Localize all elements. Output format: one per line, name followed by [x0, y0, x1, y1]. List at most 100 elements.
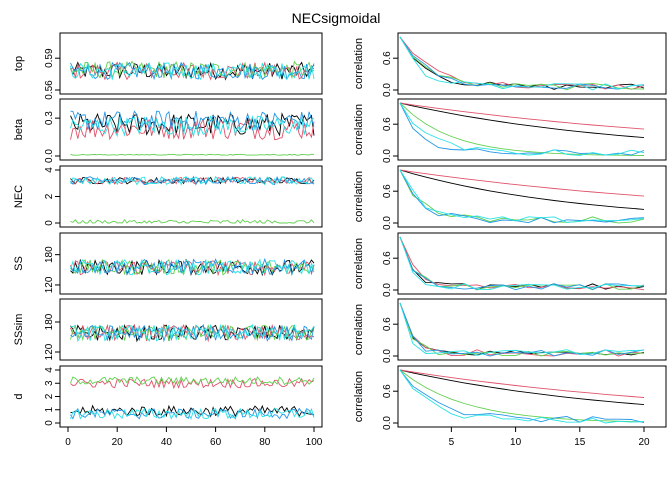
- acf-ylabel-SS: correlation: [353, 238, 365, 289]
- acf-frame-beta: [397, 98, 667, 161]
- x-axes: 0 20 40 60 80 100 5 10 15 20: [65, 427, 650, 448]
- trace-ylabel-SSsim: SSsim: [13, 314, 25, 346]
- acf-ytick-label-top: 0.6: [382, 51, 393, 65]
- acf-line-SSsim-chain-4: [399, 302, 645, 357]
- acf-line-d-chain-5: [399, 369, 645, 424]
- acf-line-SSsim-chain-2: [399, 302, 645, 357]
- acf-line-d-chain-2: [399, 369, 645, 398]
- trace-line-d-chain-5: [70, 407, 315, 420]
- trace-frame-SS: [59, 232, 323, 295]
- acf-ytick-label-d: 0.6: [382, 384, 393, 398]
- acf-line-SS-chain-1: [399, 236, 645, 291]
- acf-line-SS-chain-3: [399, 236, 645, 291]
- trace-line-top-chain-4: [70, 61, 315, 81]
- trace-frame-NEC: [59, 165, 323, 228]
- trace-ytick-label-d: 0: [44, 420, 55, 426]
- acf-frame-SS: [397, 232, 667, 295]
- acf-ytick-label-d: 0.0: [382, 416, 393, 430]
- plot-grid: 0.56 0.59 top 0.0 0.6 correlation 0.0 0.3 beta 0.…: [13, 32, 667, 448]
- parameter-panel-d: 0 1 2 3 4 d 0.0 0.6 correlation: [13, 365, 667, 430]
- acf-frame-top: [397, 32, 667, 95]
- trace-line-d-chain-3: [70, 375, 315, 386]
- acf-ytick-label-NEC: 0.6: [382, 184, 393, 198]
- trace-line-SS-chain-5: [70, 258, 315, 276]
- acf-xtick-label: 10: [510, 437, 522, 448]
- trace-xtick-label: 80: [259, 437, 271, 448]
- acf-line-SSsim-chain-1: [399, 302, 645, 356]
- trace-ytick-label-d: 2: [44, 393, 55, 399]
- trace-ytick-label-NEC: 2: [44, 193, 55, 199]
- acf-line-top-chain-3: [399, 36, 645, 91]
- trace-line-beta-chain-5: [70, 115, 315, 138]
- acf-ytick-label-SS: 0.0: [382, 283, 393, 297]
- trace-line-beta-chain-4: [70, 110, 315, 131]
- acf-ylabel-d: correlation: [353, 371, 365, 422]
- acf-ytick-label-NEC: 0.0: [382, 216, 393, 230]
- acf-line-NEC-chain-5: [399, 169, 645, 223]
- acf-line-top-chain-5: [399, 36, 645, 91]
- acf-ylabel-SSsim: correlation: [353, 304, 365, 355]
- trace-frame-beta: [59, 98, 323, 161]
- parameter-panel-top: 0.56 0.59 top 0.0 0.6 correlation: [13, 32, 667, 100]
- acf-xtick-label: 5: [449, 437, 455, 448]
- acf-line-d-chain-4: [399, 369, 645, 424]
- acf-line-SS-chain-4: [399, 236, 645, 291]
- trace-line-SS-chain-4: [70, 257, 315, 276]
- acf-ylabel-beta: correlation: [353, 104, 365, 155]
- acf-line-d-chain-3: [399, 369, 645, 423]
- acf-ytick-label-SSsim: 0.0: [382, 349, 393, 363]
- acf-line-top-chain-4: [399, 36, 645, 90]
- trace-ylabel-NEC: NEC: [13, 185, 25, 208]
- trace-ytick-label-beta: 0.3: [44, 111, 55, 125]
- acf-line-d-chain-1: [399, 369, 645, 406]
- acf-frame-NEC: [397, 165, 667, 228]
- trace-ytick-label-NEC: 0: [44, 220, 55, 226]
- trace-line-NEC-chain-5: [70, 175, 315, 186]
- trace-ytick-label-top: 0.59: [44, 48, 55, 68]
- trace-ylabel-top: top: [13, 56, 25, 71]
- trace-line-beta-chain-1: [70, 112, 315, 137]
- trace-xtick-label: 60: [210, 437, 222, 448]
- acf-line-SSsim-chain-5: [399, 302, 645, 356]
- trace-ylabel-beta: beta: [13, 118, 25, 140]
- acf-ytick-label-SS: 0.6: [382, 251, 393, 265]
- trace-ytick-label-SSsim: 120: [44, 343, 55, 360]
- trace-ytick-label-SS: 180: [44, 246, 55, 263]
- acf-xtick-label: 15: [574, 437, 586, 448]
- acf-line-beta-chain-5: [399, 102, 645, 156]
- trace-ytick-label-beta: 0.0: [44, 149, 55, 163]
- acf-ytick-label-beta: 0.0: [382, 149, 393, 163]
- trace-line-SSsim-chain-5: [70, 323, 315, 343]
- acf-line-SSsim-chain-3: [399, 302, 645, 357]
- trace-ytick-label-d: 1: [44, 407, 55, 413]
- acf-ytick-label-beta: 0.6: [382, 117, 393, 131]
- trace-frame-SSsim: [59, 298, 323, 361]
- acf-line-top-chain-2: [399, 36, 645, 90]
- acf-frame-SSsim: [397, 298, 667, 361]
- trace-ylabel-d: d: [13, 393, 25, 399]
- trace-ytick-label-NEC: 4: [44, 167, 55, 173]
- trace-xtick-label: 100: [306, 437, 323, 448]
- parameter-panel-SS: 120 180 SS 0.0 0.6 correlation: [13, 232, 667, 297]
- trace-ytick-label-d: 4: [44, 367, 55, 373]
- trace-xtick-label: 40: [161, 437, 173, 448]
- acf-ylabel-top: correlation: [353, 38, 365, 89]
- parameter-panel-NEC: 0 2 4 NEC 0.0 0.6 correlation: [13, 165, 667, 230]
- trace-line-beta-chain-3: [70, 153, 315, 156]
- trace-ytick-label-SS: 120: [44, 276, 55, 293]
- acf-line-NEC-chain-2: [399, 169, 645, 197]
- trace-xtick-label: 20: [112, 437, 124, 448]
- acf-line-SS-chain-2: [399, 236, 645, 291]
- acf-line-beta-chain-1: [399, 102, 645, 139]
- trace-ytick-label-d: 3: [44, 380, 55, 386]
- acf-frame-d: [397, 365, 667, 428]
- trace-line-SS-chain-1: [70, 258, 315, 277]
- trace-ytick-label-top: 0.56: [44, 80, 55, 100]
- trace-frame-top: [59, 32, 323, 95]
- trace-ylabel-SS: SS: [13, 256, 25, 271]
- trace-line-top-chain-5: [70, 62, 315, 81]
- parameter-panel-SSsim: 120 180 SSsim 0.0 0.6 correlation: [13, 298, 667, 363]
- acf-ylabel-NEC: correlation: [353, 171, 365, 222]
- trace-line-NEC-chain-3: [70, 218, 315, 224]
